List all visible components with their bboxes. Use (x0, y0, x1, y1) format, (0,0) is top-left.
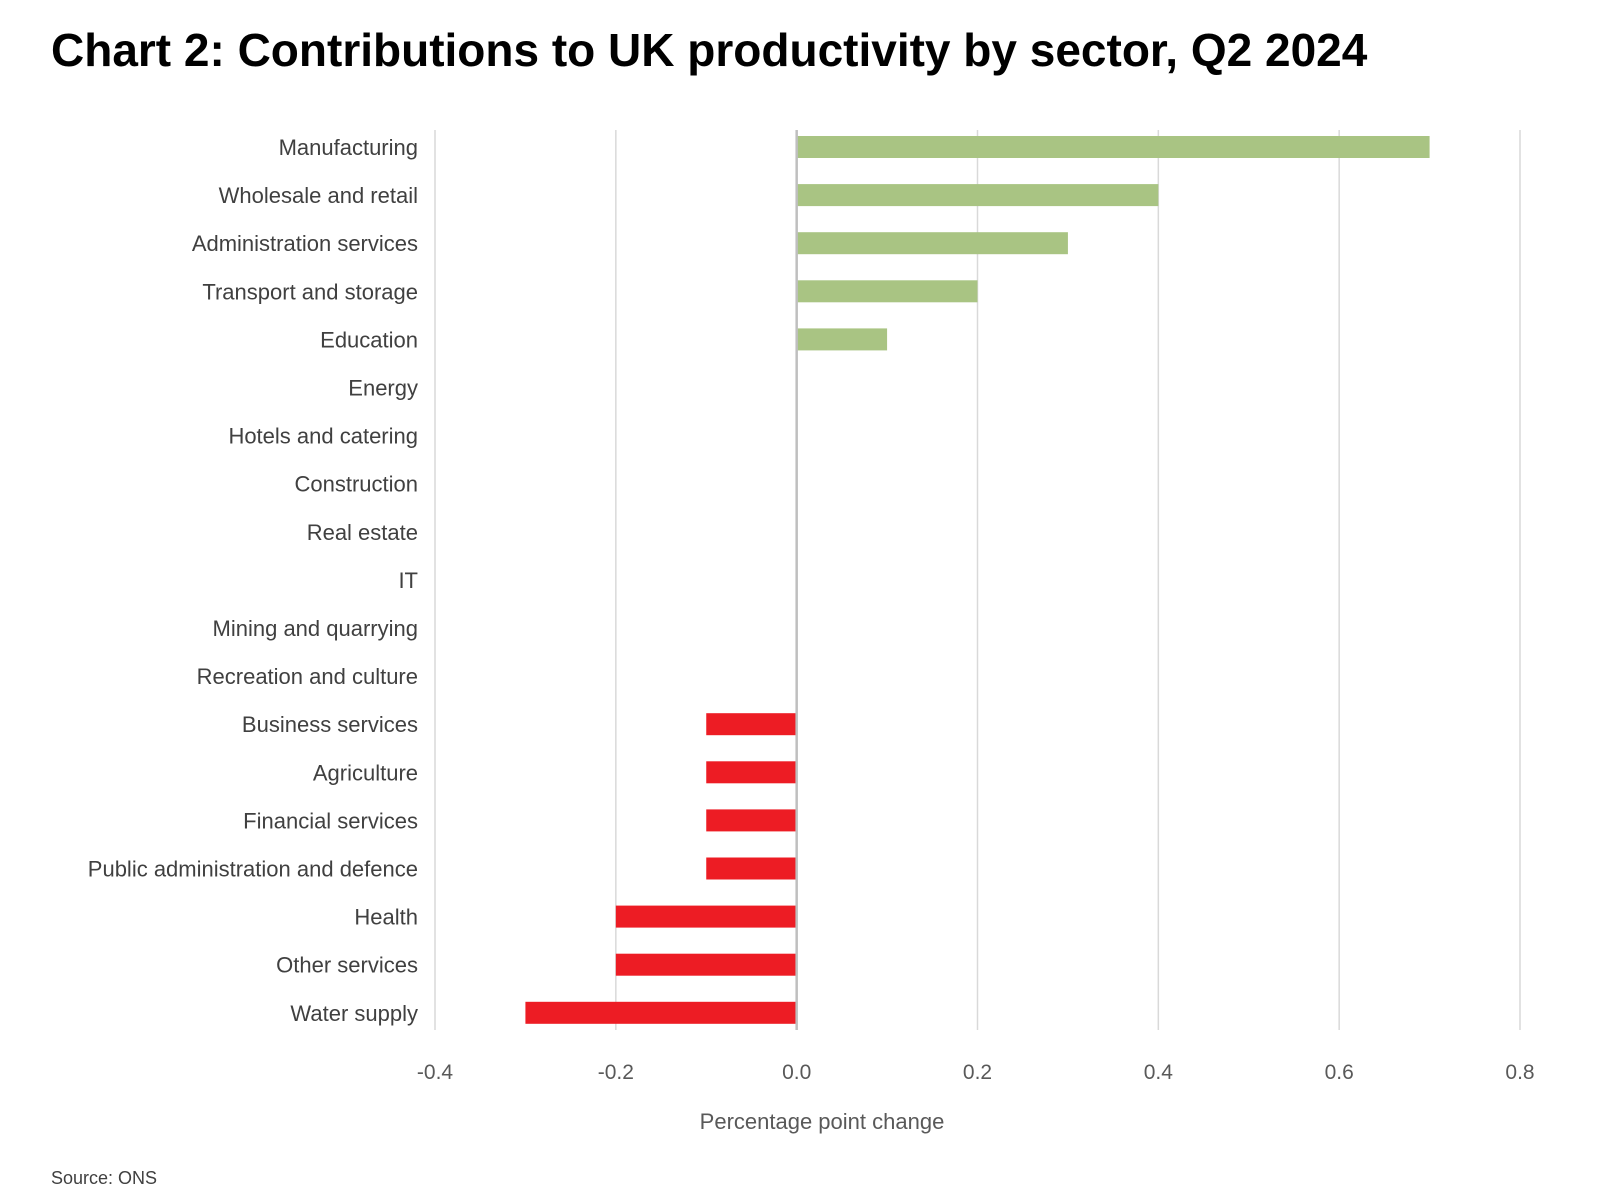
x-tick-label: -0.4 (417, 1061, 454, 1084)
category-label: IT (398, 568, 418, 593)
x-tick-label: 0.0 (782, 1061, 811, 1084)
bar (706, 857, 797, 880)
x-tick-label: 0.6 (1325, 1061, 1354, 1084)
category-label: Real estate (307, 520, 418, 545)
category-label: Other services (276, 953, 418, 978)
x-tick-label: 0.4 (1144, 1061, 1174, 1084)
category-label: Hotels and catering (228, 424, 418, 449)
bar (796, 136, 1430, 158)
bar (706, 809, 797, 832)
category-label: Recreation and culture (197, 664, 418, 689)
category-label: Manufacturing (279, 135, 418, 160)
category-label: Health (354, 905, 418, 930)
bar (525, 1001, 797, 1024)
category-label: Wholesale and retail (219, 183, 418, 208)
category-label: Public administration and defence (88, 857, 418, 882)
chart-title: Chart 2: Contributions to UK productivit… (51, 24, 1368, 76)
bar (796, 328, 888, 351)
x-tick-label: 0.8 (1505, 1061, 1534, 1084)
bar (706, 761, 797, 784)
x-tick-label: -0.2 (598, 1061, 634, 1084)
category-label: Agriculture (313, 760, 418, 785)
category-label: Energy (348, 376, 418, 401)
category-label: Financial services (243, 808, 418, 833)
x-axis-title: Percentage point change (700, 1109, 945, 1134)
category-label: Transport and storage (202, 279, 418, 304)
category-label: Water supply (290, 1001, 418, 1026)
bar (796, 280, 978, 303)
bar (615, 905, 797, 928)
source-note: Source: ONS (51, 1168, 157, 1188)
category-label: Construction (294, 472, 418, 497)
bar (796, 232, 1068, 255)
category-label: Administration services (192, 231, 418, 256)
x-tick-label: 0.2 (963, 1061, 992, 1084)
category-label: Business services (242, 712, 418, 737)
bar (706, 713, 797, 736)
category-label: Mining and quarrying (213, 616, 418, 641)
bar (615, 953, 797, 976)
category-label: Education (320, 327, 418, 352)
bar (796, 184, 1159, 207)
